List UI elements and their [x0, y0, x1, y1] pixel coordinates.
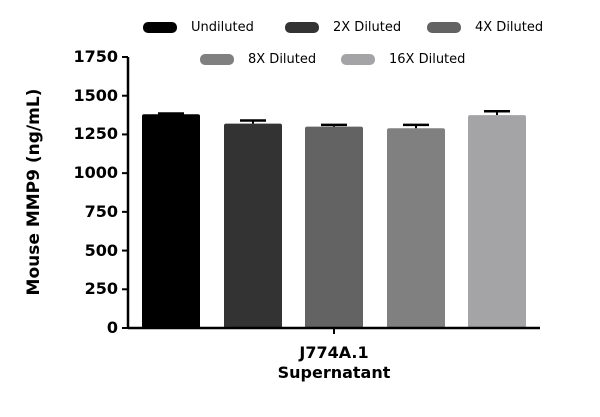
y-tick-label: 750 [84, 201, 118, 221]
legend-item: 8X Diluted [200, 52, 316, 67]
legend-item: 16X Diluted [341, 52, 465, 67]
legend-item: Undiluted [143, 20, 254, 35]
y-tick-label: 250 [84, 279, 118, 299]
x-axis-label-line-1: J774A.1 [299, 343, 369, 362]
legend-label: 2X Diluted [333, 20, 402, 35]
legend-swatch [200, 54, 234, 65]
bar-8x-diluted [387, 128, 445, 328]
legend-swatch [427, 22, 461, 33]
y-tick-label: 0 [106, 318, 118, 337]
legend-label: 8X Diluted [248, 52, 317, 67]
legend-item: 2X Diluted [285, 20, 401, 35]
y-tick-label: 1750 [73, 47, 118, 66]
bar-4x-diluted [305, 126, 363, 328]
legend-label: Undiluted [191, 20, 254, 35]
x-axis-label-line-2: Supernatant [277, 363, 391, 382]
legend-label: 16X Diluted [389, 52, 466, 67]
bar-16x-diluted [468, 115, 526, 328]
legend-item: 4X Diluted [427, 20, 543, 35]
y-tick-label: 1000 [73, 163, 118, 183]
y-tick-label: 1500 [73, 85, 118, 105]
legend: Undiluted 2X Diluted 4X Diluted 8X Diluted 1… [0, 0, 600, 80]
y-tick-label: 1250 [73, 124, 118, 144]
y-tick-label: 500 [84, 240, 118, 260]
legend-swatch [143, 22, 177, 33]
legend-swatch [285, 22, 319, 33]
legend-label: 4X Diluted [475, 20, 544, 35]
bar-2x-diluted [224, 123, 282, 329]
legend-swatch [341, 54, 375, 65]
bar-undiluted [142, 114, 200, 328]
